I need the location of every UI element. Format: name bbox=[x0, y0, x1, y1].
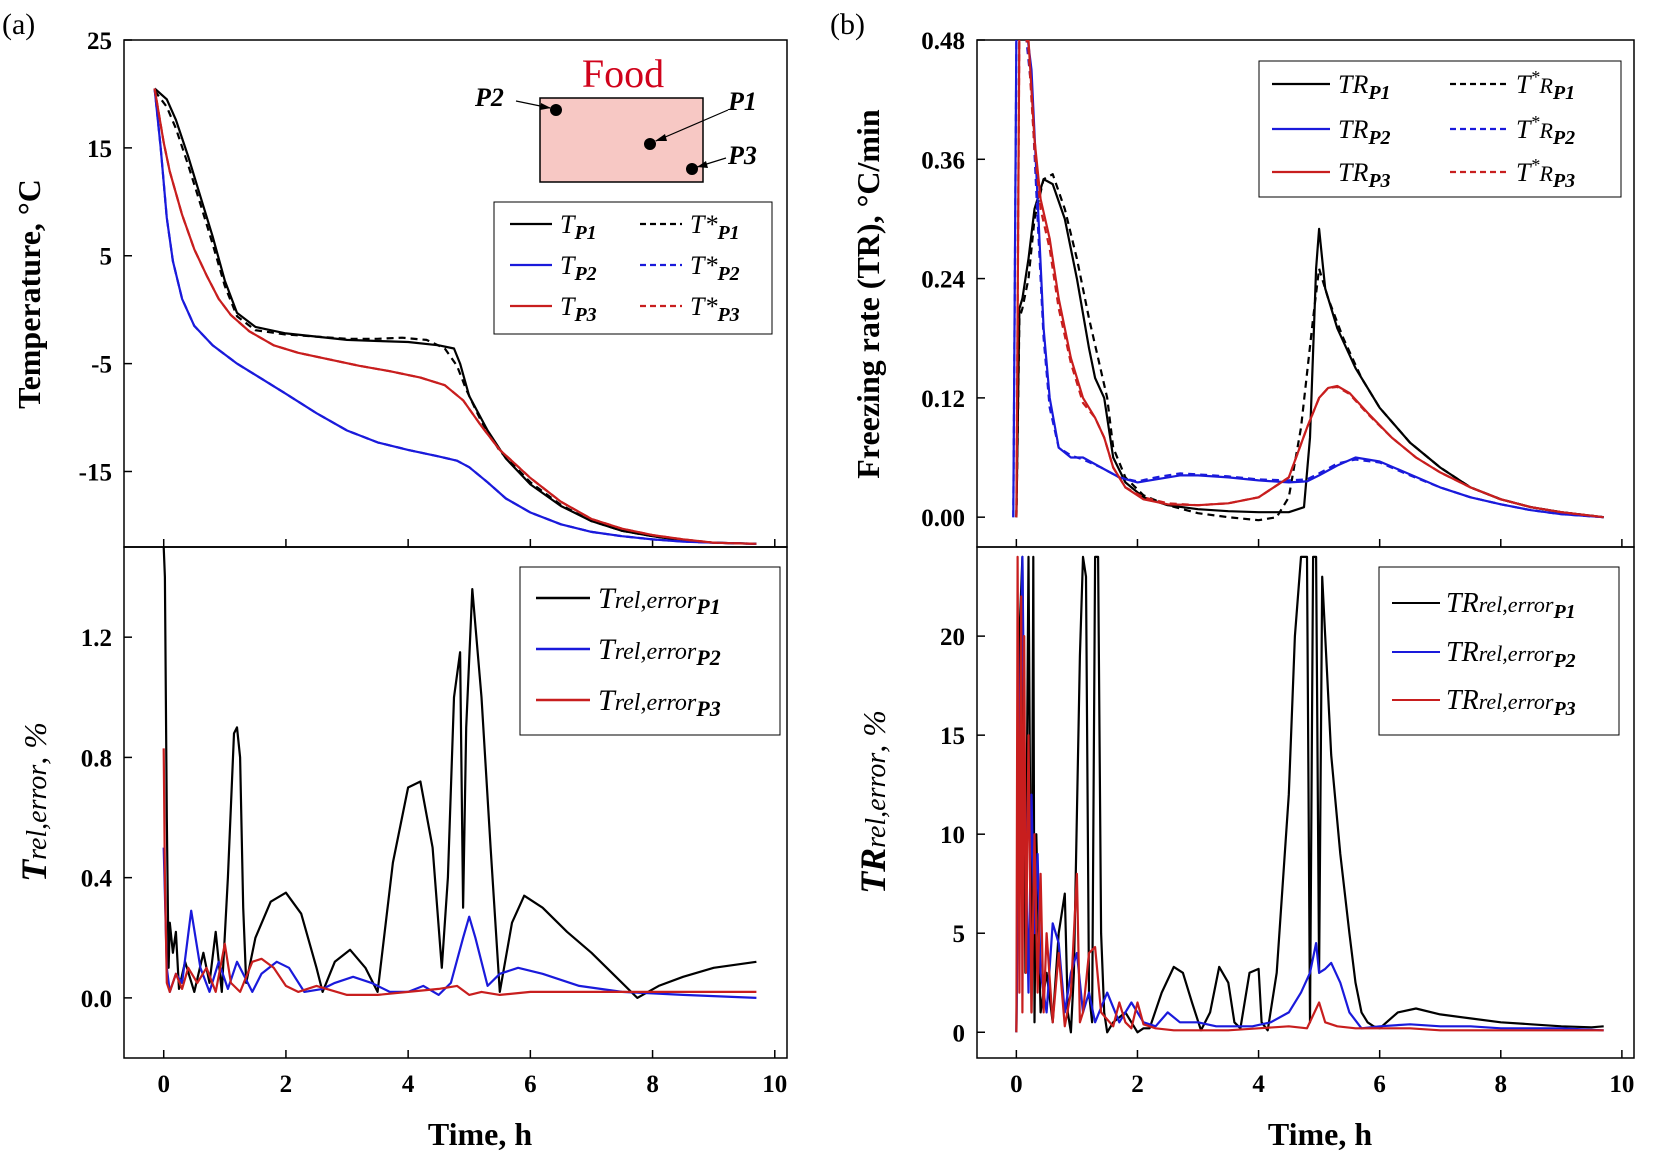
legend-tstarr-p2-label: T*RP2 bbox=[1516, 112, 1575, 149]
panel-label-a: (a) bbox=[2, 8, 35, 41]
temperature-error-chart: 0.0 0.4 0.8 1.2 0 2 4 6 8 10 bbox=[81, 547, 787, 1098]
terr-series-group bbox=[162, 547, 757, 1000]
legend-trerr: TRrel,errorP1 TRrel,errorP2 TRrel,errorP… bbox=[1378, 566, 1620, 736]
terr-xtick-label: 2 bbox=[280, 1071, 293, 1098]
temp-ytick-label: 25 bbox=[87, 28, 112, 55]
rate-ytick-label: 0.00 bbox=[921, 505, 965, 532]
trerr-ytick-label: 20 bbox=[940, 624, 965, 651]
legend-rate-p3-label: TRP3 bbox=[1338, 158, 1391, 192]
terr-xtick-label: 6 bbox=[524, 1071, 537, 1098]
freezing-rate-chart: 0.00 0.12 0.24 0.36 0.48 bbox=[921, 28, 1623, 547]
rate-ytick-label: 0.12 bbox=[921, 386, 965, 413]
legend-tstar-p1-label: T*P1 bbox=[690, 210, 740, 244]
terr-ytick-label: 0.0 bbox=[81, 986, 112, 1013]
rate-ytick-label: 0.36 bbox=[921, 147, 965, 174]
legend-temp-p2-label: TP2 bbox=[560, 251, 597, 285]
legend-tstarr-p3-label: T*RP3 bbox=[1516, 155, 1575, 192]
rate-series-p3-dash bbox=[1015, 40, 1604, 519]
legend-tstarr-p1-label: T*RP1 bbox=[1516, 67, 1575, 104]
terr-plot-frame bbox=[123, 546, 788, 1059]
legend-terr-p1-label: Trel,errorP1 bbox=[598, 582, 721, 619]
trerr-xtick-label: 8 bbox=[1495, 1071, 1508, 1098]
food-arrow-p1-head bbox=[655, 134, 667, 141]
trerr-ytick-label: 10 bbox=[940, 822, 965, 849]
temp-ytick-label: -5 bbox=[91, 352, 112, 379]
terr-series-p1-solid bbox=[162, 547, 757, 1000]
legend-rate: TRP1 T*RP1 TRP2 T*RP2 TRP3 T*RP3 bbox=[1258, 60, 1622, 198]
terr-series-p3-solid bbox=[162, 748, 757, 997]
temp-series-p2-dash bbox=[153, 88, 757, 545]
food-arrow-p3-head bbox=[697, 161, 708, 168]
rate-ylabel: Freezing rate (TR), °C/min bbox=[850, 109, 886, 479]
legend-rate-p2-label: TRP2 bbox=[1338, 115, 1391, 149]
legend-terr: Trel,errorP1 Trel,errorP2 Trel,errorP3 bbox=[519, 566, 781, 736]
legend-terr-box bbox=[519, 566, 781, 736]
terr-xtick-label: 10 bbox=[762, 1071, 787, 1098]
trerr-xtick-label: 10 bbox=[1609, 1071, 1634, 1098]
x-axis-label-left: Time, h bbox=[428, 1116, 533, 1152]
temp-ytick-label: 5 bbox=[100, 244, 113, 271]
trerr-ytick-label: 5 bbox=[953, 921, 966, 948]
temp-series-p1-dash bbox=[153, 90, 757, 545]
legend-terr-p2-label: Trel,errorP2 bbox=[598, 633, 721, 670]
food-point-p2 bbox=[550, 104, 562, 116]
trerr-xtick-label: 0 bbox=[1010, 1071, 1023, 1098]
legend-temp-p1-label: TP1 bbox=[560, 210, 597, 244]
panel-label-b: (b) bbox=[830, 8, 865, 41]
temperature-chart: -15 -5 5 15 25 bbox=[79, 28, 776, 547]
food-label-p1: P1 bbox=[727, 87, 757, 116]
rate-series-group bbox=[1012, 40, 1604, 522]
temp-series-group bbox=[153, 87, 757, 545]
temp-ylabel: Temperature, °C bbox=[11, 179, 47, 409]
terr-xtick-label: 0 bbox=[157, 1071, 170, 1098]
legend-trerr-p3-label: TRrel,errorP3 bbox=[1446, 685, 1576, 720]
legend-rate-p1-label: TRP1 bbox=[1338, 70, 1391, 104]
trerr-series-group bbox=[1015, 555, 1604, 1034]
trerr-xtick-label: 6 bbox=[1373, 1071, 1386, 1098]
food-point-p3 bbox=[686, 163, 698, 175]
legend-tstar-p3-label: T*P3 bbox=[690, 292, 740, 326]
trerr-ylabel: TRrel,error, % bbox=[853, 710, 893, 894]
legend-temperature: TP1 T*P1 TP2 T*P2 TP3 T*P3 bbox=[493, 201, 773, 335]
rate-ytick-label: 0.24 bbox=[921, 267, 965, 294]
food-label-p3: P3 bbox=[727, 141, 757, 170]
food-arrow-p2-head bbox=[540, 103, 551, 110]
food-arrow-p1 bbox=[655, 109, 729, 142]
trerr-plot-frame bbox=[976, 546, 1635, 1059]
freezing-rate-error-chart: 0 5 10 15 20 0 2 4 6 8 10 bbox=[940, 555, 1634, 1098]
food-point-p1 bbox=[644, 138, 656, 150]
terr-xtick-label: 8 bbox=[646, 1071, 659, 1098]
legend-trerr-p2-label: TRrel,errorP2 bbox=[1446, 637, 1576, 672]
food-block bbox=[539, 97, 704, 183]
trerr-ytick-label: 0 bbox=[953, 1020, 966, 1047]
temp-series-p1-solid bbox=[153, 87, 757, 545]
terr-ylabel: Trel,error, % bbox=[14, 722, 54, 882]
trerr-ytick-label: 15 bbox=[940, 723, 965, 750]
rate-ytick-label: 0.48 bbox=[921, 28, 965, 55]
trerr-xtick-label: 2 bbox=[1131, 1071, 1144, 1098]
x-axis-label-right: Time, h bbox=[1268, 1116, 1373, 1152]
terr-series-p2-solid bbox=[162, 847, 757, 999]
trerr-xtick-label: 4 bbox=[1252, 1071, 1265, 1098]
legend-temp-p3-label: TP3 bbox=[560, 292, 597, 326]
legend-tstar-p2-label: T*P2 bbox=[690, 251, 740, 285]
food-title: Food bbox=[582, 51, 664, 96]
legend-trerr-p1-label: TRrel,errorP1 bbox=[1446, 588, 1576, 623]
terr-ytick-label: 0.4 bbox=[81, 866, 113, 893]
trerr-series-p3-solid bbox=[1015, 555, 1604, 1033]
food-inset: Food P2 P1 P3 bbox=[474, 51, 757, 183]
terr-xtick-label: 4 bbox=[402, 1071, 415, 1098]
terr-ytick-label: 0.8 bbox=[81, 745, 112, 772]
temp-ytick-label: 15 bbox=[87, 136, 112, 163]
food-label-p2: P2 bbox=[474, 83, 504, 112]
temp-series-p3-dash bbox=[153, 88, 757, 545]
rate-series-p1-solid bbox=[1015, 178, 1604, 519]
legend-terr-p3-label: Trel,errorP3 bbox=[598, 684, 721, 721]
temp-ytick-label: -15 bbox=[79, 459, 112, 486]
terr-ytick-label: 1.2 bbox=[81, 625, 112, 652]
